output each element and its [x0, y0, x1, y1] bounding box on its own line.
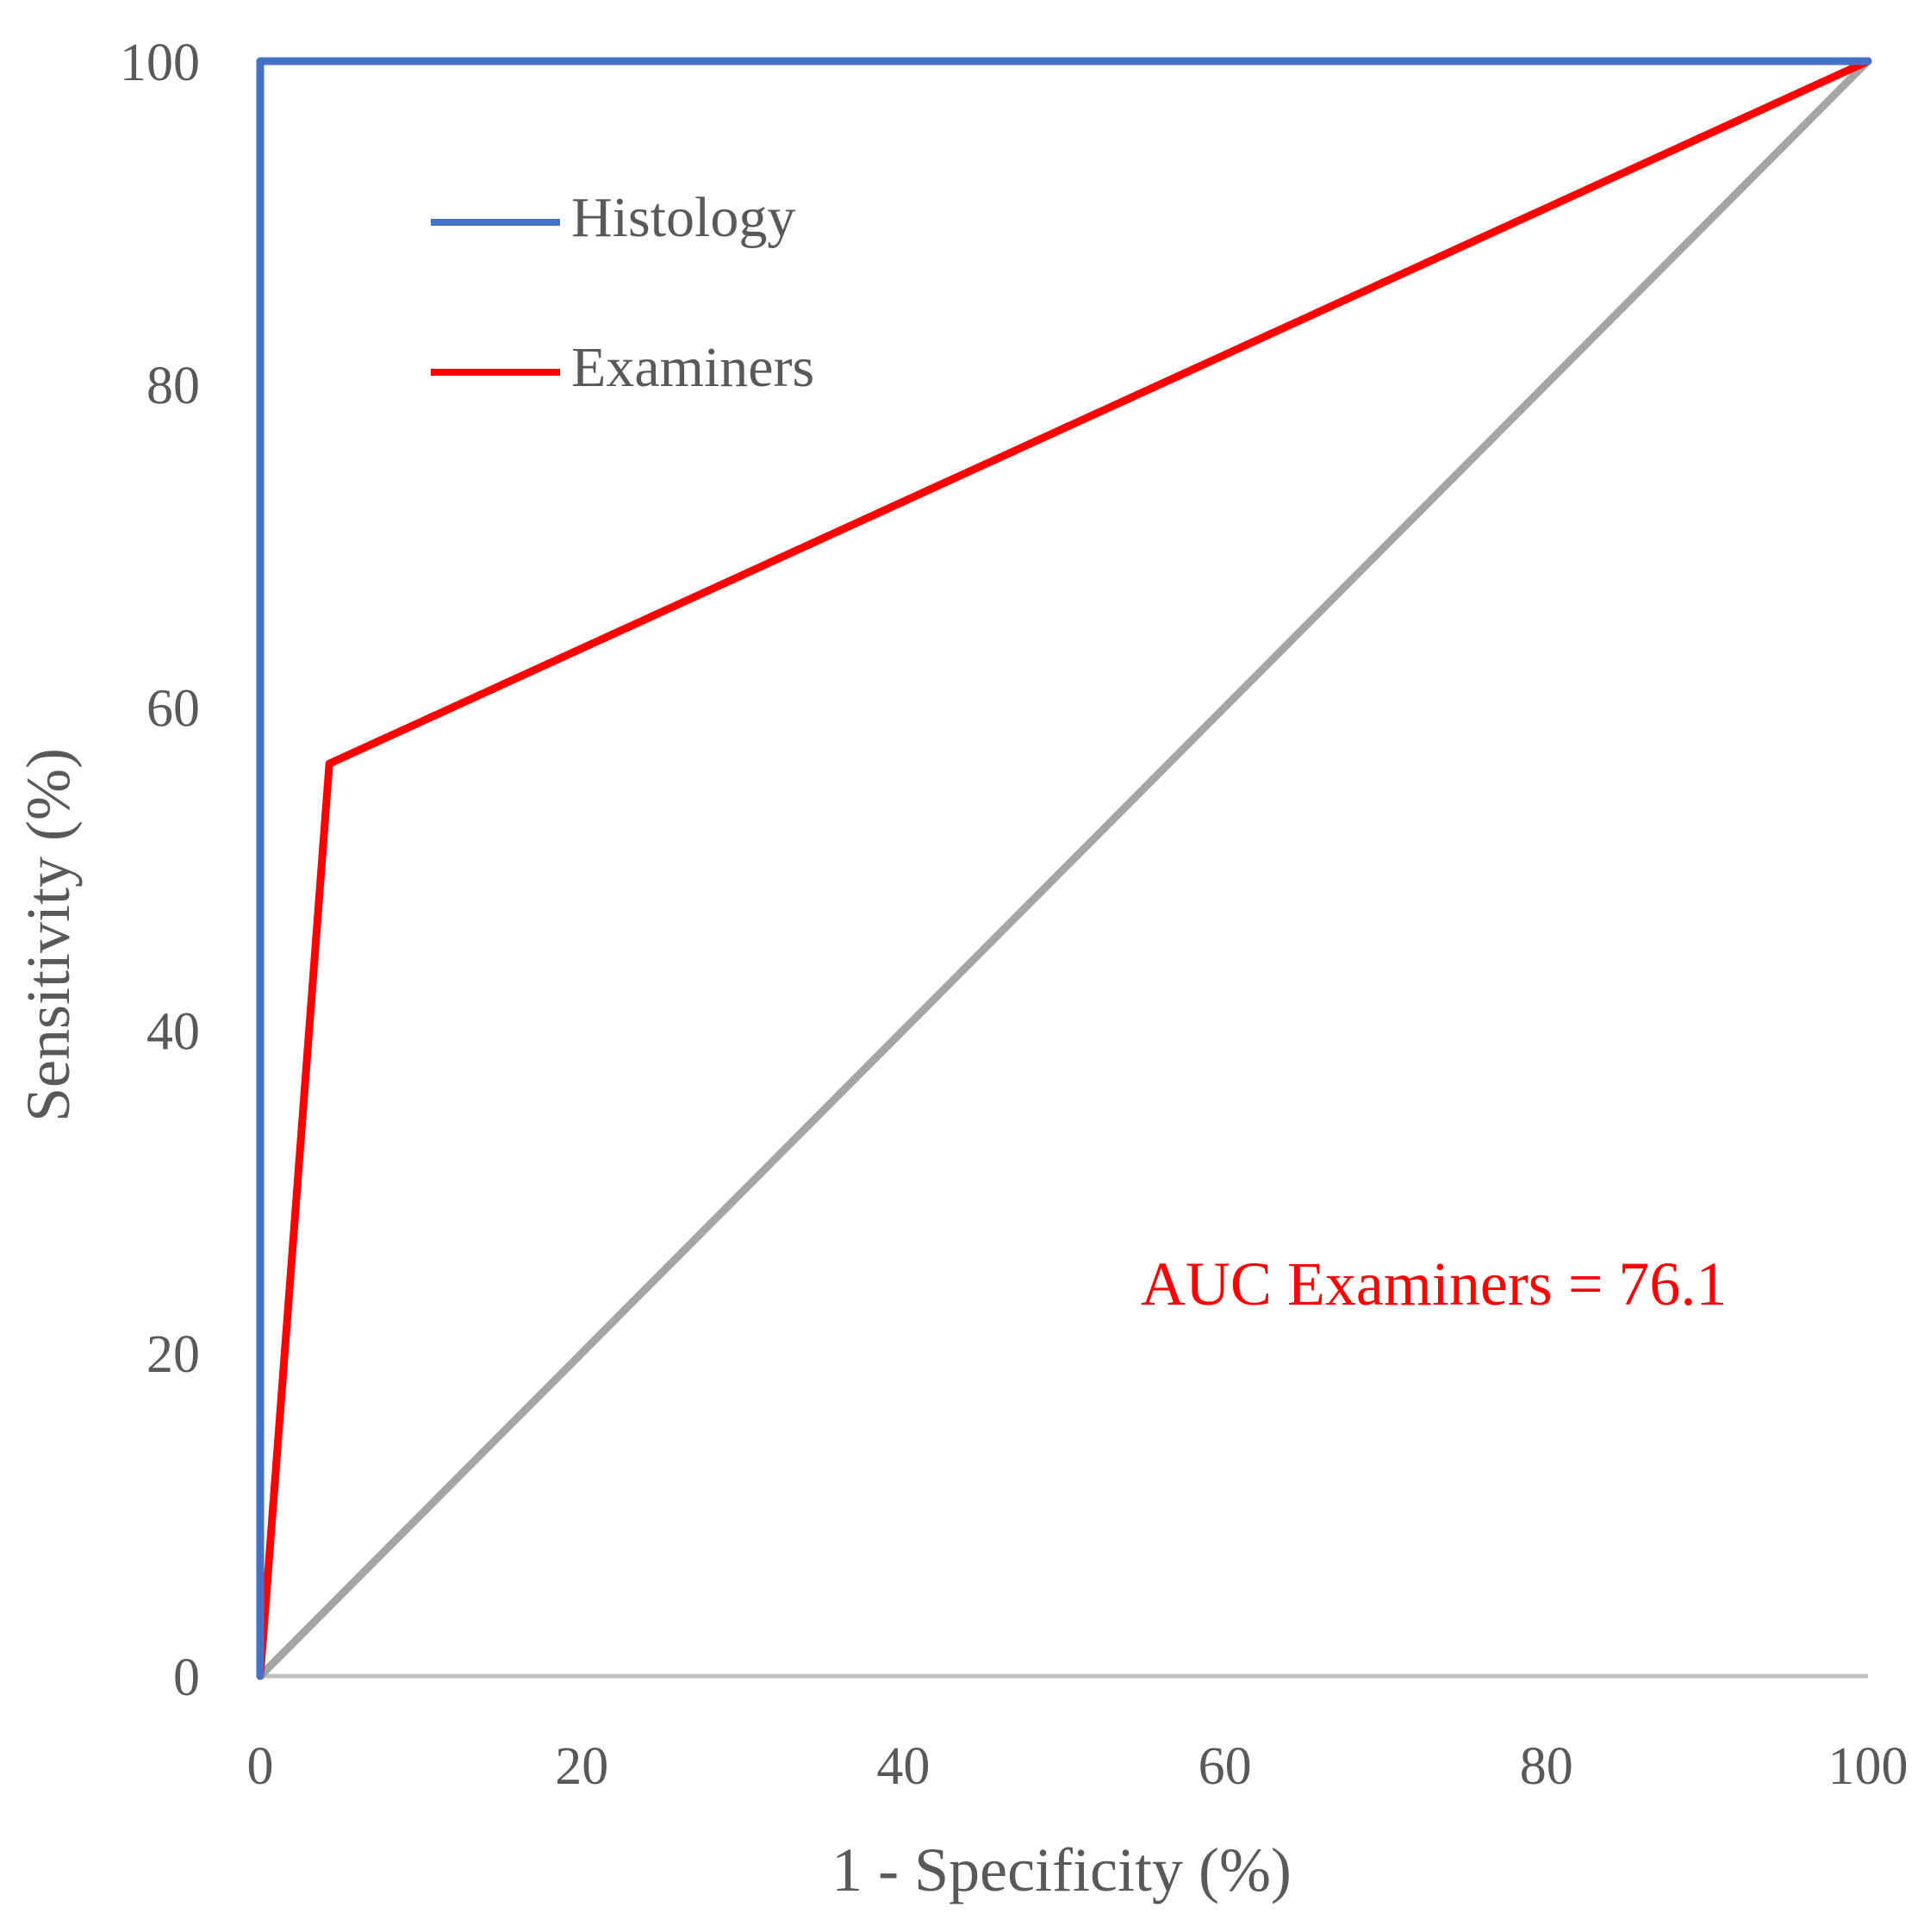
- y-tick-label: 40: [146, 1002, 200, 1061]
- legend-label-histology: Histology: [571, 186, 795, 249]
- tick-labels: 0 20 40 60 80 100 0 20 40 60 80 100: [120, 34, 1908, 1796]
- series-line-examiners: [256, 57, 1872, 1680]
- series-layer: [256, 57, 1872, 1680]
- series-line-histology: [256, 57, 1872, 1680]
- legend: Histology Examiners: [431, 186, 814, 399]
- x-tick-label: 80: [1520, 1737, 1573, 1796]
- y-tick-label: 100: [120, 34, 200, 92]
- y-tick-label: 20: [146, 1325, 200, 1384]
- x-tick-label: 0: [247, 1737, 274, 1796]
- x-axis-label: 1 - Specificity (%): [831, 1835, 1292, 1904]
- legend-label-examiners: Examiners: [571, 336, 814, 399]
- auc-annotation: AUC Examiners = 76.1: [1141, 1250, 1728, 1318]
- y-tick-label: 80: [146, 357, 200, 415]
- x-tick-label: 60: [1199, 1737, 1252, 1796]
- series-line-reference: [256, 57, 1872, 1680]
- y-tick-label: 60: [146, 680, 200, 739]
- y-axis-label: Sensitivity (%): [14, 748, 83, 1122]
- y-tick-label: 0: [173, 1648, 200, 1707]
- x-tick-label: 40: [876, 1737, 930, 1796]
- x-tick-label: 100: [1828, 1737, 1908, 1796]
- x-tick-label: 20: [555, 1737, 608, 1796]
